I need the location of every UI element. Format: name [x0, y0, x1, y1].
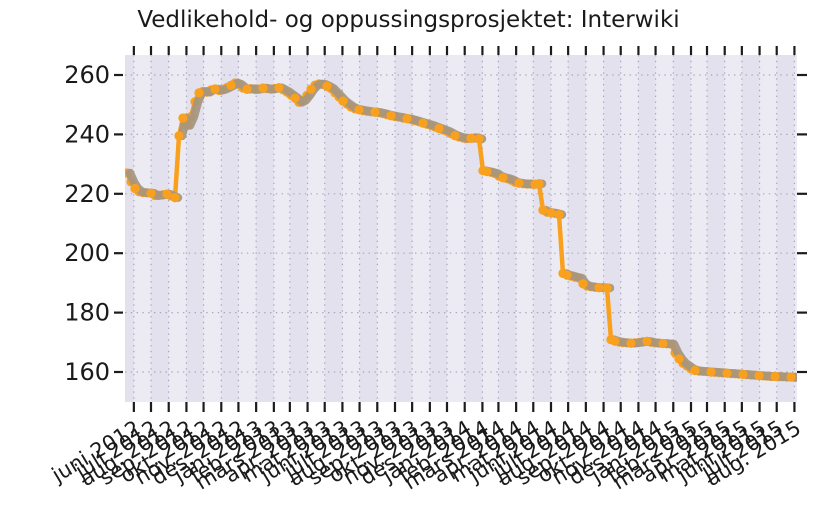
y-tick-label: 240	[64, 120, 110, 148]
month-band	[324, 55, 343, 402]
month-band	[533, 55, 551, 402]
month-band	[498, 55, 517, 402]
month-band	[464, 55, 483, 402]
axis-ticks	[114, 46, 807, 412]
month-band	[289, 55, 308, 402]
month-band	[673, 55, 691, 402]
month-band	[638, 55, 656, 402]
y-tick-label: 180	[64, 299, 110, 327]
month-band	[395, 55, 413, 402]
month-band	[221, 55, 239, 402]
chart-title: Vedlikehold- og oppussingsprosjektet: In…	[137, 7, 680, 33]
y-tick-labels: 260 240 220 200 180 160	[64, 61, 110, 386]
month-band	[776, 55, 795, 402]
y-tick-label: 260	[64, 61, 110, 89]
month-band	[707, 55, 725, 402]
month-band	[741, 55, 760, 402]
month-band	[429, 55, 447, 402]
month-band	[151, 55, 169, 402]
month-band	[568, 55, 586, 402]
month-band	[256, 55, 274, 402]
month-band	[603, 55, 621, 402]
month-band	[186, 55, 204, 402]
month-band	[125, 55, 134, 402]
plot-bands	[125, 55, 797, 402]
month-band	[359, 55, 378, 402]
y-tick-label: 200	[64, 239, 110, 267]
orange-markers-top	[130, 80, 796, 382]
series-layer	[125, 78, 797, 382]
y-tick-label: 220	[64, 180, 110, 208]
y-tick-label: 160	[64, 358, 110, 386]
